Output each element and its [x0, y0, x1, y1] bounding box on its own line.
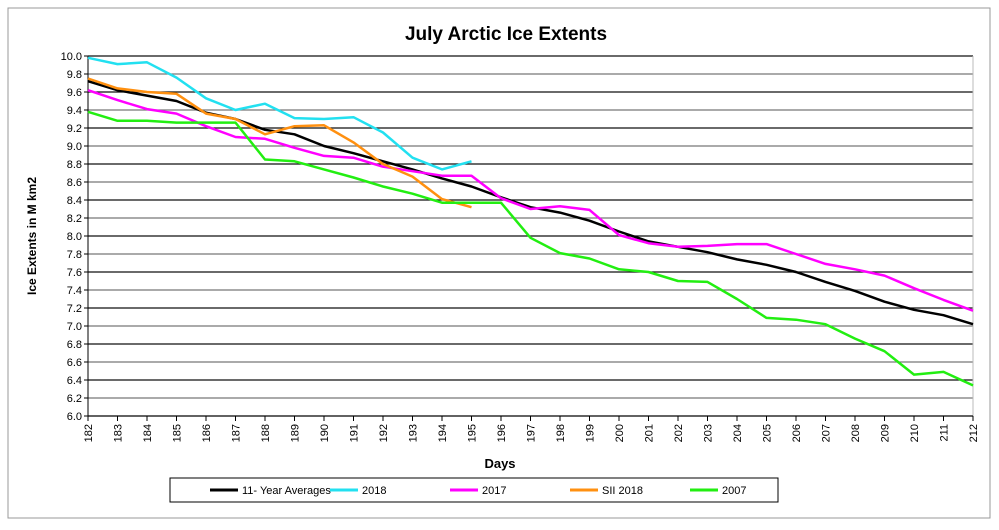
x-tick-label: 191: [349, 424, 361, 442]
legend-label: 2018: [362, 485, 386, 497]
y-axis-label: Ice Extents in M km2: [25, 177, 39, 295]
x-tick-label: 211: [939, 424, 951, 442]
x-tick-label: 192: [378, 424, 390, 442]
x-tick-label: 206: [791, 424, 803, 442]
y-tick-label: 8.2: [67, 213, 82, 225]
x-tick-label: 186: [201, 424, 213, 442]
x-tick-label: 198: [555, 424, 567, 442]
x-tick-label: 185: [172, 424, 184, 442]
y-tick-label: 10.0: [61, 51, 82, 63]
y-tick-label: 9.4: [67, 105, 82, 117]
x-tick-label: 205: [762, 424, 774, 442]
series-line-2007: [87, 110, 974, 387]
y-tick-label: 8.4: [67, 195, 82, 207]
y-tick-label: 6.0: [67, 411, 82, 423]
chart-title: July Arctic Ice Extents: [405, 24, 607, 45]
x-tick-label: 199: [585, 424, 597, 442]
x-tick-label: 202: [673, 424, 685, 442]
x-tick-label: 195: [467, 424, 479, 442]
x-tick-label: 189: [290, 424, 302, 442]
y-tick-label: 7.0: [67, 321, 82, 333]
x-tick-label: 212: [968, 424, 980, 442]
y-tick-label: 7.4: [67, 285, 82, 297]
x-tick-label: 188: [260, 424, 272, 442]
y-tick-label: 8.0: [67, 231, 82, 243]
x-tick-label: 201: [644, 424, 656, 442]
legend-label: 11- Year Averages: [242, 485, 331, 497]
legend-label: 2007: [722, 485, 746, 497]
series-line-2017: [87, 89, 974, 312]
series-line-2018: [87, 56, 472, 171]
y-tick-label: 9.0: [67, 141, 82, 153]
x-tick-label: 210: [909, 424, 921, 442]
x-tick-label: 204: [732, 424, 744, 442]
y-tick-label: 6.6: [67, 357, 82, 369]
y-tick-label: 6.4: [67, 375, 82, 387]
y-tick-label: 7.8: [67, 249, 82, 261]
x-tick-label: 197: [526, 424, 538, 442]
y-tick-label: 9.2: [67, 123, 82, 135]
x-tick-label: 183: [113, 424, 125, 442]
x-tick-label: 200: [614, 424, 626, 442]
y-tick-label: 6.8: [67, 339, 82, 351]
x-axis-label: Days: [484, 456, 515, 471]
series-line-sii-2018: [87, 77, 472, 209]
x-tick-label: 209: [880, 424, 892, 442]
x-tick-label: 190: [319, 424, 331, 442]
legend-label: 2017: [482, 485, 506, 497]
y-tick-label: 8.8: [67, 159, 82, 171]
y-tick-label: 7.2: [67, 303, 82, 315]
legend-label: SII 2018: [602, 485, 643, 497]
x-tick-label: 208: [850, 424, 862, 442]
y-tick-label: 9.6: [67, 87, 82, 99]
x-tick-label: 196: [496, 424, 508, 442]
x-tick-label: 194: [437, 424, 449, 442]
x-tick-label: 207: [821, 424, 833, 442]
x-tick-label: 182: [83, 424, 95, 442]
x-tick-label: 184: [142, 424, 154, 442]
y-tick-label: 8.6: [67, 177, 82, 189]
x-tick-label: 187: [231, 424, 243, 442]
x-tick-label: 203: [703, 424, 715, 442]
x-tick-label: 193: [408, 424, 420, 442]
y-tick-label: 6.2: [67, 393, 82, 405]
y-tick-label: 7.6: [67, 267, 82, 279]
y-tick-label: 9.8: [67, 69, 82, 81]
